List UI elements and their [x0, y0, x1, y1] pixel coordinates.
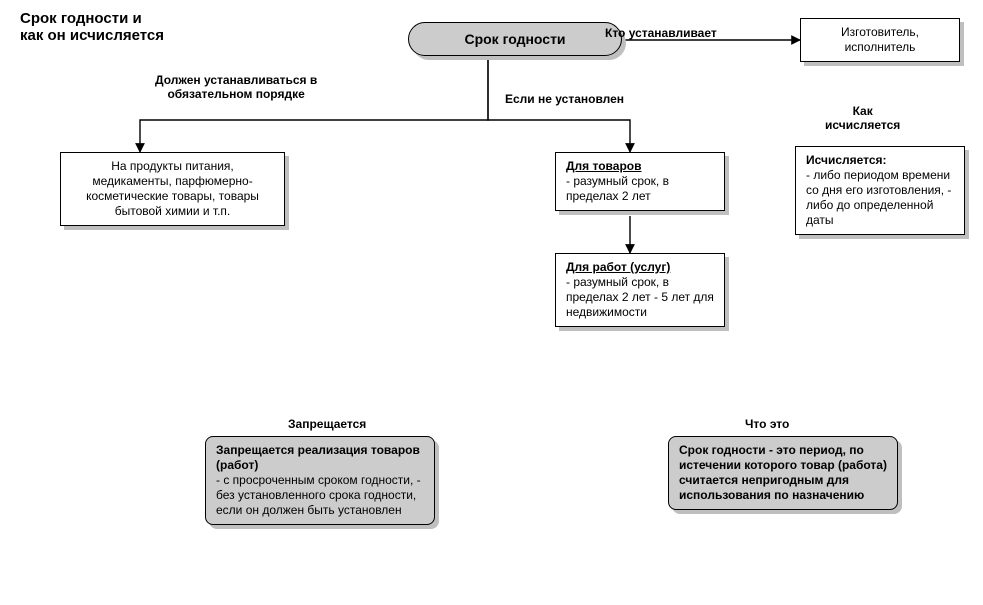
box-what-is-text: Срок годности - это период, по истечении… [679, 443, 887, 502]
label-forbidden: Запрещается [288, 417, 366, 431]
box-forbidden-head: Запрещается реализация товаров (работ) [216, 443, 420, 472]
flow-arrows [0, 0, 983, 605]
box-calculated: Исчисляется: - либо периодом времени со … [795, 146, 965, 235]
box-products: На продукты питания, медикаменты, парфюм… [60, 152, 285, 226]
box-services-head: Для работ (услуг) [566, 260, 670, 274]
box-goods-head: Для товаров [566, 159, 642, 173]
box-forbidden: Запрещается реализация товаров (работ) -… [205, 436, 435, 525]
box-calculated-text: - либо периодом времени со дня его изгот… [806, 168, 951, 227]
box-calculated-head: Исчисляется: [806, 153, 887, 167]
box-goods: Для товаров - разумный срок, в пределах … [555, 152, 725, 211]
page-title: Срок годности и как он исчисляется [20, 10, 164, 44]
box-what-is: Срок годности - это период, по истечении… [668, 436, 898, 510]
box-services: Для работ (услуг) - разумный срок, в пре… [555, 253, 725, 327]
box-forbidden-text: - с просроченным сроком годности, - без … [216, 473, 421, 517]
box-manufacturer: Изготовитель, исполнитель [800, 18, 960, 62]
label-must-set: Должен устанавливаться в обязательном по… [155, 73, 317, 101]
root-node: Срок годности [408, 22, 622, 56]
label-not-set: Если не установлен [505, 92, 624, 106]
label-who-sets: Кто устанавливает [605, 26, 717, 40]
label-what-is: Что это [745, 417, 789, 431]
label-how-calculated: Как исчисляется [825, 104, 900, 132]
box-services-text: - разумный срок, в пределах 2 лет - 5 ле… [566, 275, 714, 319]
box-goods-text: - разумный срок, в пределах 2 лет [566, 174, 669, 203]
